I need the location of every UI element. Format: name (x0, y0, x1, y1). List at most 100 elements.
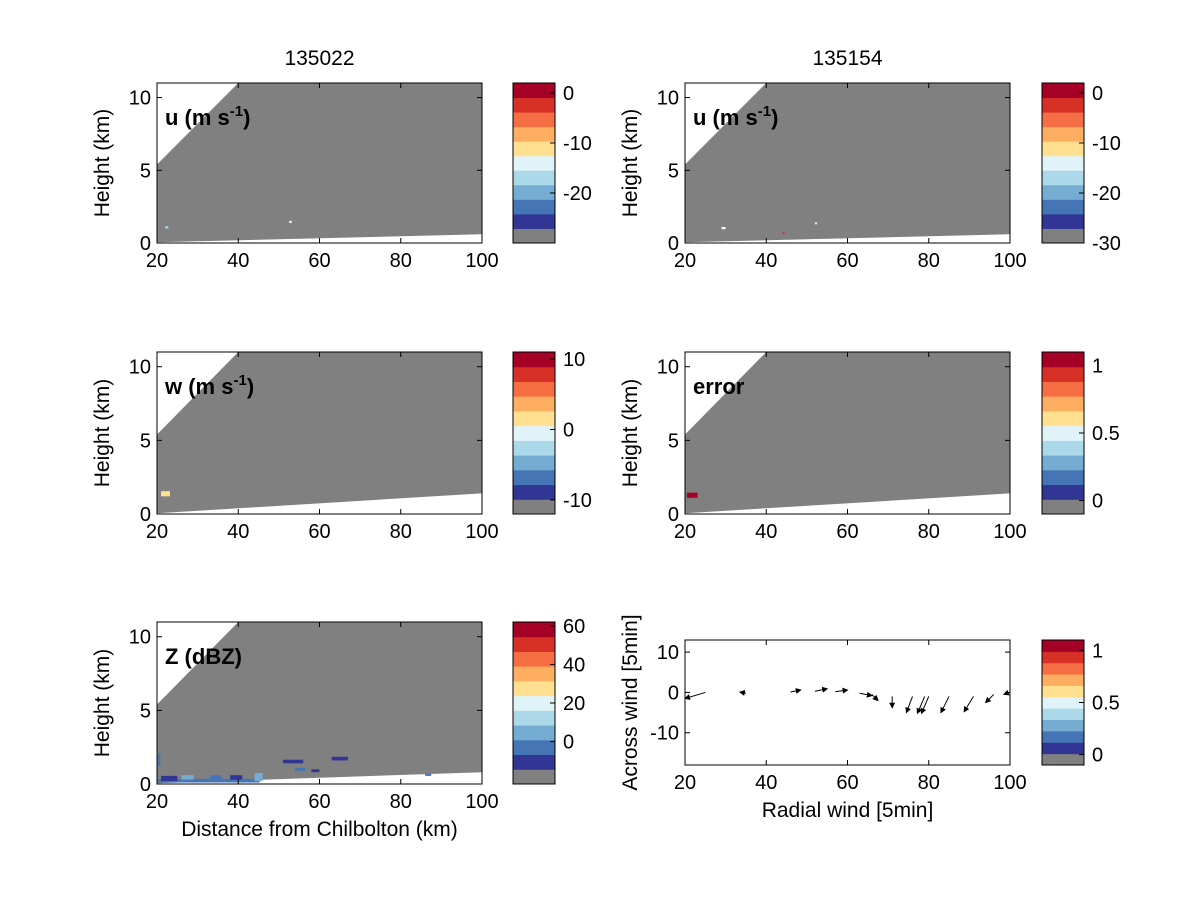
echo-patch (311, 769, 320, 773)
colorbar-tick-label: -10 (563, 490, 592, 512)
x-tick-label: 20 (146, 521, 168, 543)
colorbar-bin (513, 141, 555, 157)
echo-patch (687, 492, 698, 498)
y-tick-label: 10 (129, 88, 151, 110)
colorbar-bin (1042, 425, 1084, 441)
colorbar-bin (1042, 381, 1084, 397)
colorbar-bin (1042, 651, 1084, 664)
colorbar-tick-label: 0 (1092, 491, 1103, 513)
panel-label-main: u (m s (165, 105, 230, 130)
plot-area (685, 686, 1010, 715)
panel-label-superscript: -1 (230, 103, 243, 120)
panel-label: u (m s-1) (165, 103, 250, 130)
plot-area (157, 83, 482, 243)
plot-area (157, 622, 482, 784)
panel-label-end: ) (243, 105, 250, 130)
wind-arrow (814, 686, 829, 693)
axes-frame (684, 639, 1011, 766)
colorbar-bin (513, 126, 555, 142)
colorbar-tick-label: 10 (563, 349, 585, 371)
colorbar-tick-label: 0 (563, 732, 574, 754)
colorbar-bin (1042, 97, 1084, 113)
colorbar-bin (513, 352, 555, 368)
colorbar-tick-label: -20 (1092, 183, 1121, 205)
x-tick-label: 80 (390, 250, 412, 272)
colorbar-tick-label: 0 (563, 419, 574, 441)
colorbar-tick-label: 0 (563, 83, 574, 105)
colorbar-bin (1042, 674, 1084, 686)
panel-label-main: u (m s (693, 105, 758, 130)
colorbar-tick-label: -10 (1092, 133, 1121, 155)
scan-region (157, 352, 482, 514)
colorbar-bin (1042, 753, 1084, 766)
wind-arrow (835, 687, 849, 694)
echo-patch (295, 767, 306, 771)
colorbar-bin (1042, 228, 1084, 244)
y-tick-label: 0 (140, 774, 151, 796)
panel-label: error (693, 374, 745, 399)
colorbar-bin (513, 425, 555, 441)
colorbar-tick-label: 0 (1092, 83, 1103, 105)
colorbar-bin (1042, 170, 1084, 186)
colorbar-bin (513, 710, 555, 726)
plot-area (685, 83, 1010, 243)
x-tick-label: 60 (836, 772, 858, 794)
colorbar-tick-label: -30 (1092, 233, 1121, 255)
scan-region (157, 622, 482, 784)
echo-patch (815, 222, 818, 225)
colorbar-bin (513, 184, 555, 200)
panel-label-end: ) (771, 105, 778, 130)
x-tick-label: 20 (674, 250, 696, 272)
x-tick-label: 80 (918, 521, 940, 543)
x-axis-label: Radial wind [5min] (762, 799, 934, 822)
colorbar-bin (513, 469, 555, 486)
colorbar: 10 0 -10 (512, 349, 592, 515)
colorbar-bin (1042, 455, 1084, 471)
wind-arrow (738, 690, 747, 696)
panel-label: Z (dBZ) (165, 644, 242, 669)
x-tick-label: 60 (308, 250, 330, 272)
panel-label-main: error (693, 374, 745, 399)
colorbar-bin (513, 499, 555, 515)
colorbar-bin (1042, 213, 1084, 229)
colorbar-bin (513, 455, 555, 471)
echo-patch (158, 778, 260, 783)
colorbar-bin (513, 440, 555, 456)
colorbar-bin (513, 680, 555, 697)
colorbar-bin (1042, 719, 1084, 732)
x-tick-label: 60 (308, 791, 330, 813)
echo-patch (161, 775, 178, 782)
x-tick-label: 60 (836, 521, 858, 543)
colorbar-tick-label: -10 (563, 133, 592, 155)
y-tick-label: 0 (668, 682, 679, 704)
panel-1: u (m s-1) 20 40 60 80 100 0 5 10 Height (km) 13502… (91, 47, 592, 272)
y-tick-label: -10 (650, 723, 679, 745)
colorbar: 60 40 20 0 (512, 616, 585, 785)
colorbar-bin (513, 636, 555, 652)
echo-patch (158, 753, 161, 767)
y-axis-label: Height (km) (91, 109, 114, 218)
colorbar-tick-label: -20 (563, 183, 592, 205)
panel-label-superscript: -1 (758, 103, 771, 120)
colorbar-bin (1042, 640, 1084, 652)
wind-arrow (920, 696, 930, 715)
colorbar-bin (1042, 352, 1084, 368)
colorbar-bin (1042, 499, 1084, 515)
colorbar-tick-label: 1 (1092, 356, 1103, 378)
colorbar: 10.50 (1041, 639, 1120, 767)
panel-label: w (m s-1) (164, 372, 254, 399)
y-tick-label: 10 (657, 642, 679, 664)
y-tick-label: 10 (657, 357, 679, 379)
colorbar-bin (513, 754, 555, 770)
y-axis-label: Across wind [5min] (619, 614, 642, 790)
x-tick-label: 100 (465, 521, 498, 543)
colorbar-bin (1042, 112, 1084, 128)
colorbar-tick-label: 60 (563, 616, 585, 638)
x-tick-label: 40 (755, 772, 777, 794)
scan-region (685, 83, 1010, 243)
colorbar-tick-label: 20 (563, 693, 585, 715)
colorbar-bin (1042, 155, 1084, 171)
colorbar-bin (1042, 484, 1084, 500)
x-tick-label: 100 (465, 250, 498, 272)
